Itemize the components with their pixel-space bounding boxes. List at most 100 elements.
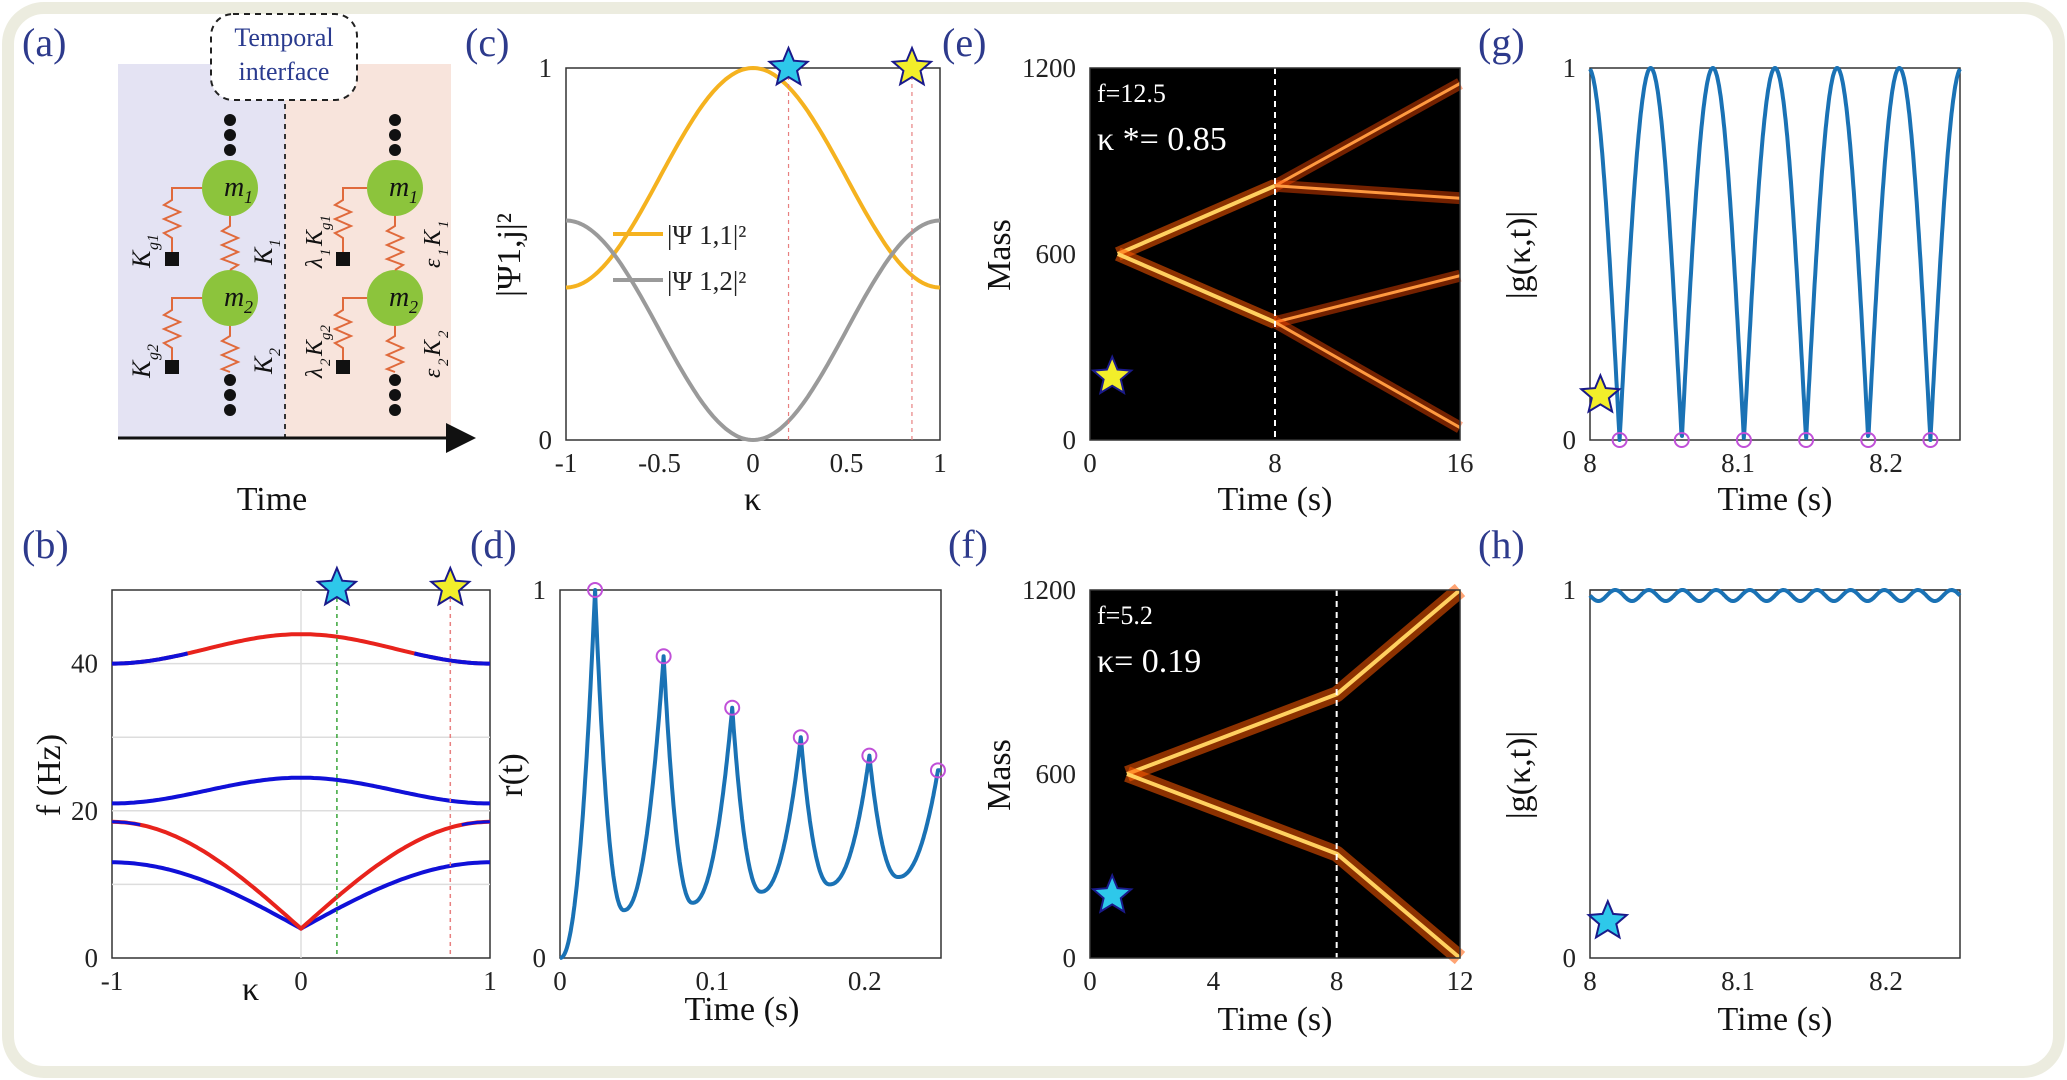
series-psi11-line bbox=[565, 66, 941, 290]
panel-c: (c) κ |Ψ1,j|² |Ψ 1,1|² |Ψ 1,2|² bbox=[465, 20, 941, 518]
dot bbox=[224, 374, 236, 386]
peak-marker bbox=[724, 699, 741, 716]
beam-core bbox=[1274, 274, 1461, 324]
xtick-label: -1 bbox=[101, 966, 124, 996]
ek1: K bbox=[420, 228, 446, 247]
ek1-sub: 1 bbox=[436, 221, 452, 229]
dot bbox=[389, 389, 401, 401]
ytick-label: 1200 bbox=[1022, 53, 1076, 83]
spring-k1 bbox=[219, 216, 241, 271]
heatmap-frame bbox=[1089, 67, 1461, 441]
ground-block bbox=[336, 360, 350, 374]
series-psi12-line bbox=[565, 218, 941, 442]
band-2-edge-right bbox=[461, 820, 491, 827]
peak-marker bbox=[655, 648, 672, 665]
spring-k2 bbox=[219, 326, 241, 373]
lambda1: λ bbox=[302, 258, 328, 269]
g-line bbox=[1588, 588, 1962, 603]
k1-sub: 1 bbox=[267, 239, 284, 247]
xtick-label: 8 bbox=[1583, 966, 1597, 996]
xtick-label: 0 bbox=[1083, 448, 1097, 478]
heatmap-frame bbox=[1089, 589, 1461, 959]
ground-block bbox=[165, 360, 179, 374]
mass-label: m bbox=[224, 172, 244, 203]
panel-e-letter: (e) bbox=[942, 20, 986, 65]
zero-marker bbox=[1860, 432, 1877, 448]
panel-f-xlabel: Time (s) bbox=[1218, 1001, 1333, 1038]
panel-h-letter: (h) bbox=[1478, 522, 1525, 567]
xtick-label: 0.1 bbox=[696, 966, 730, 996]
k2-label: K bbox=[249, 355, 278, 375]
panel-g-letter: (g) bbox=[1478, 20, 1525, 65]
dot bbox=[389, 374, 401, 386]
beam-core bbox=[1117, 252, 1276, 325]
ek2-sub: 2 bbox=[436, 330, 452, 338]
mass-m1-left bbox=[202, 160, 258, 216]
star-yellow-icon bbox=[1578, 372, 1622, 414]
xtick-label: 0 bbox=[746, 448, 760, 478]
ytick-label: 1 bbox=[1563, 53, 1577, 83]
after-region bbox=[285, 64, 451, 438]
panel-f-annot-f: f=5.2 bbox=[1097, 601, 1153, 630]
panel-h-ylabel: |g(κ,t)| bbox=[1501, 731, 1538, 819]
eps1: ε bbox=[420, 258, 446, 268]
panel-b-ylabel: f (Hz) bbox=[31, 734, 68, 816]
star-icon bbox=[1090, 354, 1134, 395]
panel-e-xlabel: Time (s) bbox=[1218, 481, 1333, 518]
star-cyan-icon bbox=[315, 565, 359, 607]
spring-k1 bbox=[384, 216, 406, 271]
spring-k2 bbox=[384, 326, 406, 373]
lambda2: λ bbox=[302, 368, 328, 379]
before-region bbox=[118, 64, 285, 438]
ytick-label: 20 bbox=[71, 796, 98, 826]
dot bbox=[389, 144, 401, 156]
ytick-label: 0 bbox=[533, 943, 547, 973]
legend-label-1: |Ψ 1,1|² bbox=[667, 220, 746, 250]
star-icon bbox=[1090, 872, 1134, 914]
ytick-label: 0 bbox=[1563, 425, 1577, 455]
ytick-label: 0 bbox=[1063, 943, 1077, 973]
ytick-label: 1 bbox=[533, 575, 547, 605]
band-4-edge-left bbox=[112, 651, 189, 666]
ytick-label: 1 bbox=[539, 53, 553, 83]
k2-sub: 2 bbox=[267, 348, 284, 356]
panel-f-letter: (f) bbox=[948, 522, 988, 567]
xtick-label: 0 bbox=[294, 966, 308, 996]
panel-a-xlabel: Time bbox=[237, 481, 308, 518]
lkg1-sub: g1 bbox=[318, 215, 334, 230]
zero-marker bbox=[1922, 432, 1939, 448]
panel-g-xlabel: Time (s) bbox=[1718, 481, 1833, 518]
legend-label-2: |Ψ 1,2|² bbox=[667, 266, 746, 296]
mass-m1-right bbox=[367, 160, 423, 216]
chain-left: m 1 m 2 Kg1 Kg2 K1 K2 bbox=[127, 114, 284, 416]
panel-f-ylabel: Mass bbox=[981, 739, 1018, 811]
xtick-label: 8 bbox=[1583, 448, 1597, 478]
panel-d-letter: (d) bbox=[470, 522, 517, 567]
dot bbox=[389, 129, 401, 141]
peak-marker bbox=[929, 762, 946, 779]
ytick-label: 1200 bbox=[1022, 575, 1076, 605]
mass-label: m bbox=[224, 282, 244, 313]
dot bbox=[389, 404, 401, 416]
kg2-label: K bbox=[127, 359, 156, 379]
ground-block bbox=[336, 252, 350, 266]
mass-sub: 2 bbox=[244, 297, 253, 317]
mass-sub: 1 bbox=[244, 187, 253, 207]
band-2-edge-left bbox=[111, 820, 141, 827]
temporal-interface-callout bbox=[210, 13, 358, 101]
g-line bbox=[1588, 66, 1962, 442]
ytick-label: 600 bbox=[1036, 239, 1077, 269]
panel-g: (g) Time (s) |g(κ,t)| bbox=[1478, 20, 1961, 518]
panel-b-letter: (b) bbox=[22, 522, 69, 567]
star-cyan-icon bbox=[1586, 898, 1630, 940]
mass-label: m bbox=[389, 172, 409, 203]
spring-kg2 bbox=[332, 297, 367, 360]
peak-marker bbox=[587, 582, 604, 598]
eps1-sub: 1 bbox=[436, 249, 452, 257]
panel-h-axes bbox=[1589, 589, 1961, 959]
ytick-label: 0 bbox=[539, 425, 553, 455]
ytick-label: 40 bbox=[71, 649, 98, 679]
zero-marker bbox=[1735, 432, 1752, 448]
dot bbox=[224, 144, 236, 156]
